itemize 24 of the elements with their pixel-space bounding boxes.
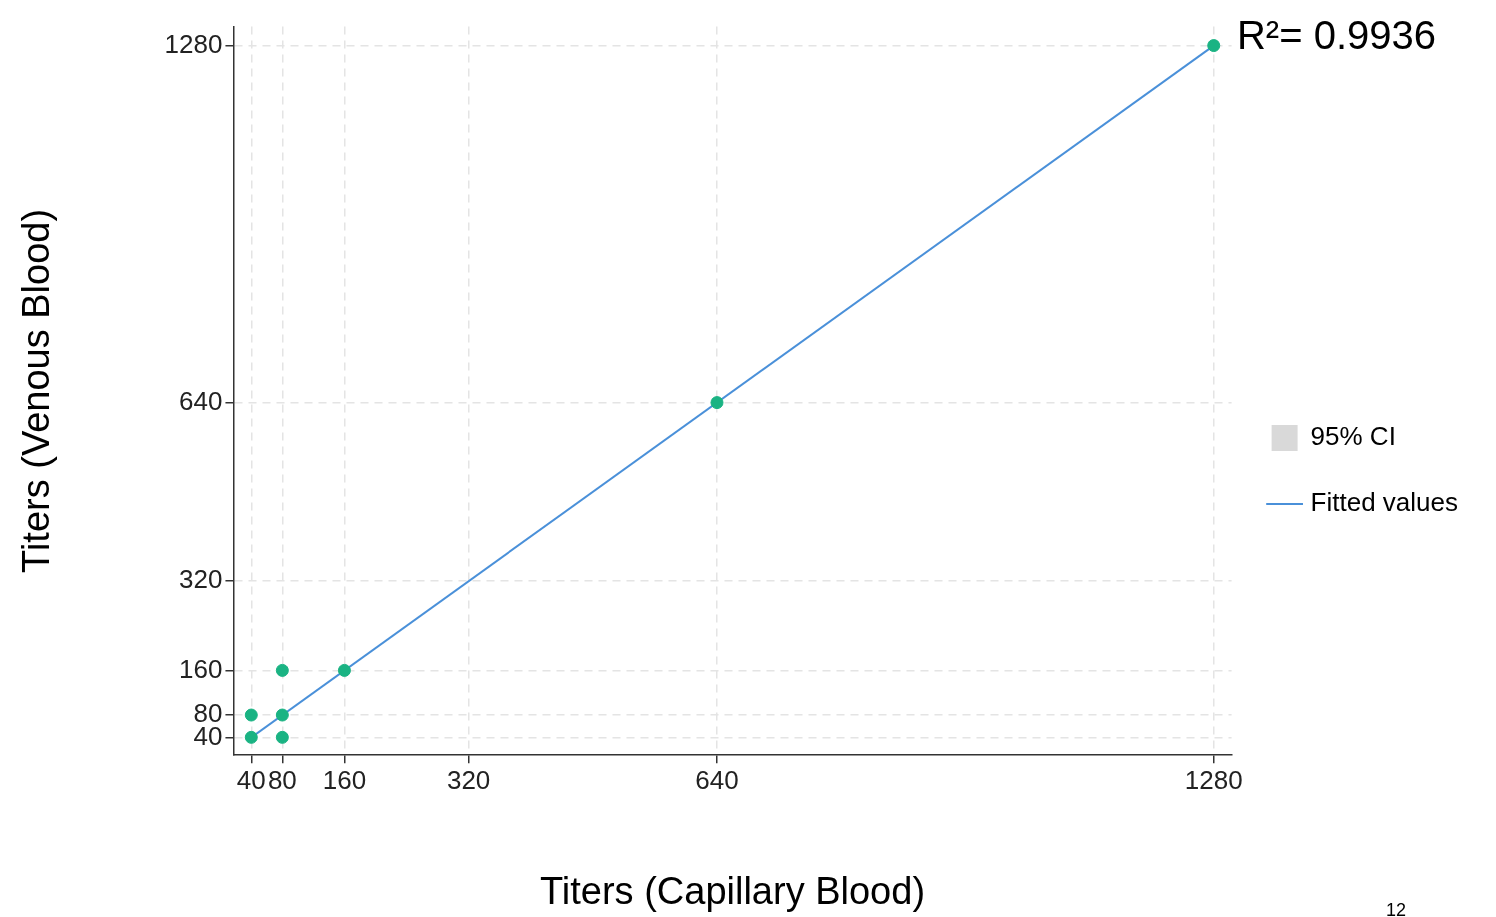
text: R²= 0.9936: [1236, 13, 1436, 58]
legend-label: Fitted values: [1310, 487, 1458, 518]
point: [337, 663, 351, 677]
point: [244, 708, 258, 722]
point: [275, 730, 289, 744]
legend-label: 95% CI: [1310, 421, 1396, 452]
point: [1207, 39, 1221, 53]
y-tick-label: 320: [179, 564, 223, 595]
y-tick-label: 160: [179, 653, 223, 684]
x-tick-label: 80: [267, 764, 297, 795]
text: 12: [1385, 899, 1406, 917]
x-tick-label: 40: [236, 764, 266, 795]
y-tick-label: 1280: [164, 28, 223, 59]
point: [710, 396, 724, 410]
x-axis-title: Titers (Capillary Blood): [540, 869, 926, 912]
point: [244, 730, 258, 744]
x-tick-label: 1280: [1184, 764, 1243, 795]
y-tick-label: 640: [179, 385, 223, 416]
point: [275, 663, 289, 677]
x-tick-label: 160: [322, 764, 367, 795]
x-tick-label: 640: [695, 764, 739, 795]
point: [275, 708, 289, 722]
x-tick-label: 320: [446, 764, 491, 795]
y-axis-title: Titers (Venous Blood): [15, 208, 58, 573]
